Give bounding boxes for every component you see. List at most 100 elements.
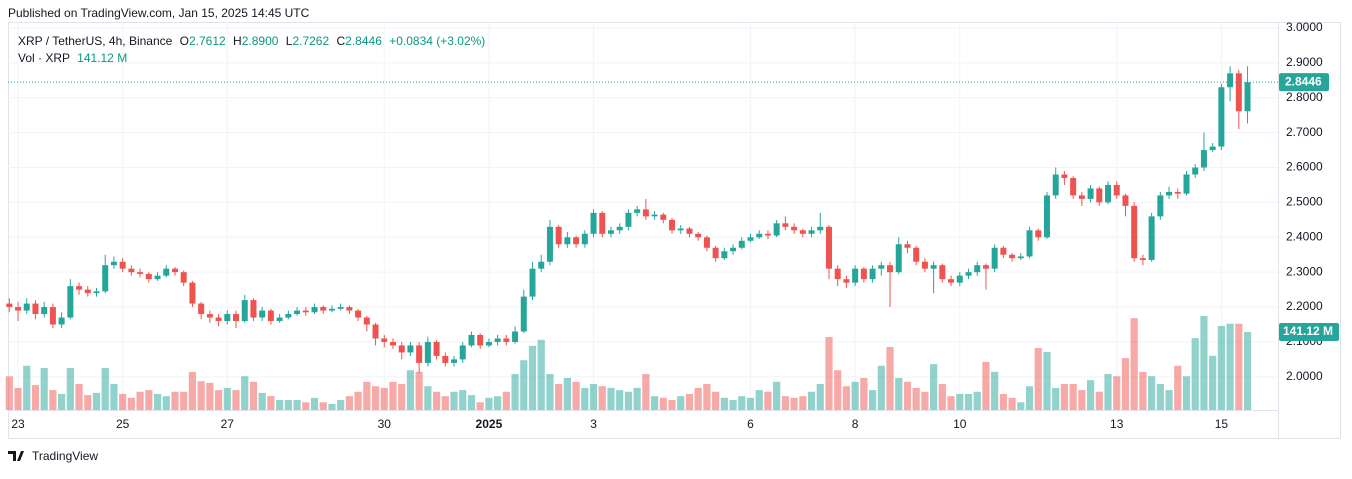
close: 2.8446 (345, 34, 382, 48)
volume-bar (1121, 358, 1130, 410)
y-tick-label: 2.6000 (1286, 160, 1323, 174)
candle-body (642, 209, 649, 217)
candle-body (145, 273, 152, 280)
candle-body (32, 303, 39, 315)
candle-body (503, 338, 510, 342)
volume-bar (607, 387, 615, 410)
candle-body (773, 223, 780, 236)
volume-bar (459, 390, 467, 410)
volume-bar (764, 391, 772, 410)
candle-body (599, 212, 606, 234)
candle-body (625, 212, 632, 227)
last-price-label: 2.8446 (1285, 74, 1322, 88)
candle-body (660, 214, 667, 220)
candle-body (49, 307, 56, 325)
y-tick-label: 2.5000 (1286, 195, 1323, 209)
y-tick-label: 2.8000 (1286, 90, 1323, 104)
candle-body (1043, 195, 1050, 238)
candle-body (346, 307, 353, 311)
volume-bar (119, 393, 127, 410)
volume-bar (1025, 386, 1034, 410)
volume-bar (1113, 376, 1121, 410)
volume-legend: Vol · XRP 141.12 M (18, 51, 127, 65)
candle-body (128, 268, 135, 273)
candle-body (1227, 73, 1234, 88)
volume-bar (851, 381, 859, 410)
candle-body (799, 230, 806, 234)
volume-bar (746, 397, 755, 410)
volume-bar (938, 384, 946, 410)
volume-bar (799, 396, 807, 410)
volume-bar (415, 371, 423, 410)
candle-body (887, 265, 894, 273)
candle-body (137, 272, 144, 274)
candle-body (206, 314, 213, 318)
volume-bar (842, 386, 851, 410)
volume-tag-label: 141.12 M (1283, 324, 1333, 338)
volume-bar (1200, 316, 1208, 410)
volume-bar (912, 387, 920, 410)
volume-bar (424, 386, 432, 410)
volume-bar (75, 384, 83, 410)
volume-bar (903, 381, 912, 410)
volume-bar (807, 391, 816, 410)
volume-bar (1165, 390, 1173, 410)
candle-body (948, 279, 955, 283)
candle-body (198, 303, 205, 315)
volume-bar (441, 396, 449, 410)
y-tick-label: 2.4000 (1286, 229, 1323, 243)
candle-body (1017, 256, 1024, 259)
volume-bar (302, 402, 310, 410)
candle-body (381, 338, 388, 342)
volume-bar (145, 390, 153, 410)
candle-body (956, 275, 963, 283)
candle-body (1174, 191, 1181, 194)
volume-bar (58, 393, 66, 410)
candle-body (782, 223, 789, 227)
candle-body (1209, 146, 1216, 151)
candle-body (1113, 184, 1120, 196)
candle-body (677, 228, 684, 231)
volume-bar (738, 396, 746, 410)
candle-body (154, 275, 161, 280)
candle-body (233, 314, 240, 322)
volume-bar (1060, 384, 1069, 410)
key: L (286, 34, 293, 48)
candle-body (529, 268, 536, 297)
candle-body (267, 310, 274, 322)
volume-bar (1078, 390, 1086, 410)
volume-bar (694, 387, 702, 410)
volume-bar (668, 400, 676, 410)
candle-body (939, 265, 946, 280)
x-tick-label: 15 (1215, 417, 1229, 431)
candle-body (241, 300, 248, 322)
volume-bar (650, 396, 659, 410)
volume-bar (206, 382, 214, 410)
candle-body (1026, 230, 1033, 257)
candle-body (1200, 150, 1207, 168)
volume-bar (371, 386, 380, 410)
high: 2.8900 (242, 34, 279, 48)
volume-bar (1052, 387, 1060, 410)
candle-body (84, 289, 91, 294)
volume-bar (328, 403, 336, 410)
volume-bar (1182, 376, 1191, 410)
candle-body (1131, 205, 1138, 259)
footer-logo: TradingView (8, 449, 98, 463)
volume-bar (685, 393, 694, 410)
candle-body (285, 314, 292, 318)
candle-body (1105, 184, 1112, 203)
volume-bar (598, 386, 606, 410)
volume-bar (494, 396, 502, 410)
volume-bar (49, 390, 57, 410)
volume-bar (1069, 384, 1077, 410)
candle-body (991, 247, 998, 269)
candle-body (389, 341, 396, 346)
volume-bar (293, 400, 301, 410)
volume-bar (947, 396, 955, 410)
candle-body (6, 303, 13, 308)
volume-bar (110, 384, 118, 410)
candle-body (468, 334, 475, 346)
candle-body (171, 268, 178, 273)
